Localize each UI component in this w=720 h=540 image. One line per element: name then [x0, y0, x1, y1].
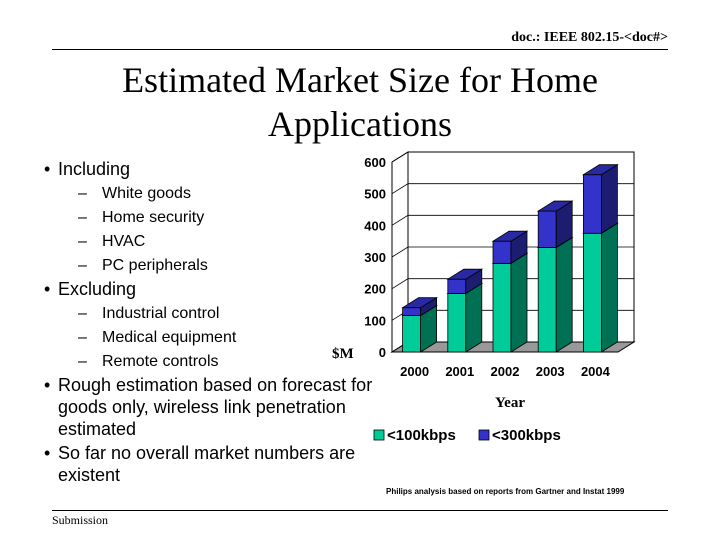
bar-2001-series-1 — [447, 293, 467, 353]
bullet-including: Including — [44, 158, 374, 180]
source-note: Philips analysis based on reports from G… — [386, 487, 625, 496]
bullet-excluding: Excluding — [44, 278, 374, 300]
bar-2003-series-1 — [537, 247, 557, 353]
title-line-2: Applications — [268, 104, 452, 144]
market-size-chart: 0 100 200 300 400 500 600 2000 2001 2002 2003 2004 $… — [332, 151, 636, 444]
bar-2001-series-2 — [447, 278, 467, 294]
bullet-no-overall-numbers: So far no overall market numbers are exi… — [44, 442, 374, 486]
bar-side-2004-series-2 — [600, 163, 618, 234]
x-tick-label-2000: 2000 — [400, 364, 429, 379]
bar-2003-series-2 — [537, 210, 557, 248]
y-tick-label-400: 400 — [364, 218, 386, 233]
bar-2000-series-1 — [402, 315, 421, 353]
legend-label-series-2: <300kbps — [492, 427, 561, 444]
sub-bullet-home-security: Home security — [44, 206, 374, 230]
sub-bullet-pc-peripherals: PC peripherals — [44, 254, 374, 278]
bar-top-2002-series-2 — [491, 230, 529, 242]
x-tick-label-2003: 2003 — [536, 364, 565, 379]
x-tick-label-2001: 2001 — [445, 364, 474, 379]
slide-title: Estimated Market Size for Home Applicati… — [60, 58, 660, 146]
title-line-1: Estimated Market Size for Home — [122, 60, 598, 100]
sub-bullet-white-goods: White goods — [44, 182, 374, 206]
y-axis-label: $M — [332, 346, 354, 362]
footer-submission: Submission — [52, 513, 109, 527]
x-tick-label-2004: 2004 — [581, 364, 611, 379]
bar-top-2000-series-2 — [401, 297, 438, 309]
bar-side-2001-series-1 — [465, 282, 483, 353]
bar-2004-series-1 — [582, 232, 602, 353]
gridline-500 — [391, 183, 634, 195]
bar-side-2003-series-1 — [555, 236, 573, 353]
footer-divider — [52, 510, 668, 511]
header-divider — [52, 49, 668, 50]
legend-swatch-series-2 — [478, 429, 490, 441]
bar-side-2004-series-1 — [600, 222, 618, 353]
x-axis-label: Year — [495, 395, 525, 411]
y-tick-label-300: 300 — [364, 250, 386, 265]
bullet-rough-estimation: Rough estimation based on forecast for g… — [44, 374, 374, 440]
doc-reference: doc.: IEEE 802.15-<doc#> — [511, 30, 668, 45]
sub-bullet-hvac: HVAC — [44, 230, 374, 254]
y-tick-label-0: 0 — [379, 345, 386, 360]
legend-label-series-1: <100kbps — [387, 427, 456, 444]
bar-side-2002-series-1 — [510, 252, 528, 353]
bar-2002-series-2 — [492, 240, 512, 264]
gridline-600 — [391, 151, 634, 163]
bar-top-2003-series-2 — [536, 200, 574, 212]
y-tick-label-600: 600 — [364, 155, 386, 170]
bar-2000-series-2 — [402, 307, 421, 316]
bar-2002-series-1 — [492, 262, 512, 353]
y-tick-label-200: 200 — [364, 282, 386, 297]
bar-2004-series-2 — [582, 174, 602, 234]
sub-bullet-remote-controls: Remote controls — [44, 350, 374, 374]
sub-bullet-industrial-control: Industrial control — [44, 302, 374, 326]
sub-bullet-medical-equipment: Medical equipment — [44, 326, 374, 350]
legend-swatch-series-1 — [373, 429, 385, 441]
bar-top-2004-series-2 — [582, 164, 619, 176]
bar-top-2001-series-2 — [446, 268, 484, 280]
y-tick-label-100: 100 — [364, 313, 386, 328]
bullet-list: Including White goods Home security HVAC… — [44, 158, 374, 488]
x-tick-label-2002: 2002 — [491, 364, 520, 379]
y-tick-label-500: 500 — [364, 187, 386, 202]
